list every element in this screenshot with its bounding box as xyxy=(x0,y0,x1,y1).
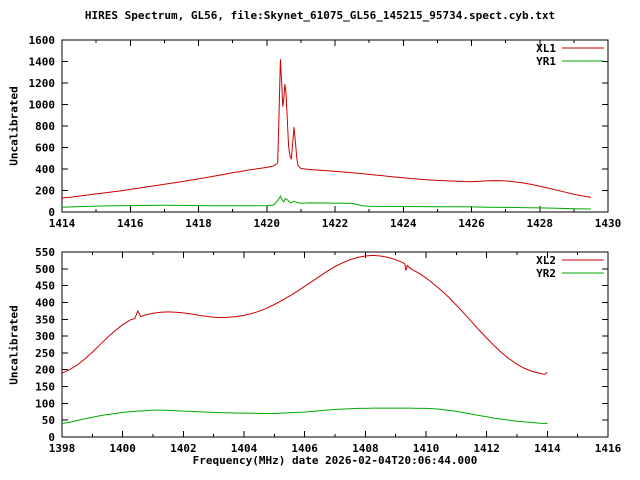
series-XL2 xyxy=(61,254,548,375)
y-tick-label: 800 xyxy=(35,120,55,133)
legend-label-YR1: YR1 xyxy=(536,55,556,68)
y-tick-label: 0 xyxy=(48,431,55,444)
y-tick-label: 1200 xyxy=(29,77,56,90)
y-tick-label: 350 xyxy=(35,313,55,326)
y-tick-label: 200 xyxy=(35,364,55,377)
y-tick-label: 1400 xyxy=(29,56,56,69)
y-tick-label: 600 xyxy=(35,142,55,155)
chart-title: HIRES Spectrum, GL56, file:Skynet_61075_… xyxy=(84,9,556,22)
y-tick-label: 100 xyxy=(35,397,55,410)
y-tick-label: 200 xyxy=(35,185,55,198)
x-tick-label: 1416 xyxy=(117,217,144,230)
x-tick-label: 1416 xyxy=(595,442,622,455)
y-tick-label: 300 xyxy=(35,330,55,343)
y-tick-label: 50 xyxy=(42,414,55,427)
x-tick-label: 1398 xyxy=(49,442,76,455)
y-tick-label: 250 xyxy=(35,347,55,360)
y-tick-label: 1000 xyxy=(29,99,56,112)
x-tick-label: 1410 xyxy=(413,442,440,455)
series-YR2 xyxy=(61,407,548,424)
x-tick-label: 1408 xyxy=(352,442,379,455)
x-tick-label: 1414 xyxy=(49,217,76,230)
x-tick-label: 1426 xyxy=(458,217,485,230)
x-tick-label: 1412 xyxy=(473,442,500,455)
x-tick-label: 1424 xyxy=(390,217,417,230)
x-tick-label: 1402 xyxy=(170,442,197,455)
y-tick-label: 400 xyxy=(35,296,55,309)
y-tick-label: 450 xyxy=(35,280,55,293)
x-tick-label: 1400 xyxy=(109,442,136,455)
y-tick-label: 500 xyxy=(35,263,55,276)
y-tick-label: 1600 xyxy=(29,34,56,47)
series-XL1 xyxy=(61,59,591,199)
x-tick-label: 1430 xyxy=(595,217,622,230)
x-tick-label: 1428 xyxy=(527,217,554,230)
x-tick-label: 1418 xyxy=(185,217,212,230)
x-tick-label: 1420 xyxy=(254,217,281,230)
x-tick-label: 1414 xyxy=(534,442,561,455)
legend-label-YR2: YR2 xyxy=(536,267,556,280)
x-axis-label: Frequency(MHz) date 2026-02-04T20:06:44.… xyxy=(192,454,478,467)
y-tick-label: 0 xyxy=(48,206,55,219)
x-tick-label: 1406 xyxy=(291,442,318,455)
legend-label-XL2: XL2 xyxy=(536,254,556,267)
y-tick-label: 400 xyxy=(35,163,55,176)
y-tick-label: 550 xyxy=(35,246,55,259)
y-tick-label: 150 xyxy=(35,381,55,394)
x-tick-label: 1422 xyxy=(322,217,349,230)
x-tick-label: 1404 xyxy=(231,442,258,455)
plot-border xyxy=(61,39,609,213)
series-YR1 xyxy=(61,194,591,210)
legend-label-XL1: XL1 xyxy=(536,42,556,55)
